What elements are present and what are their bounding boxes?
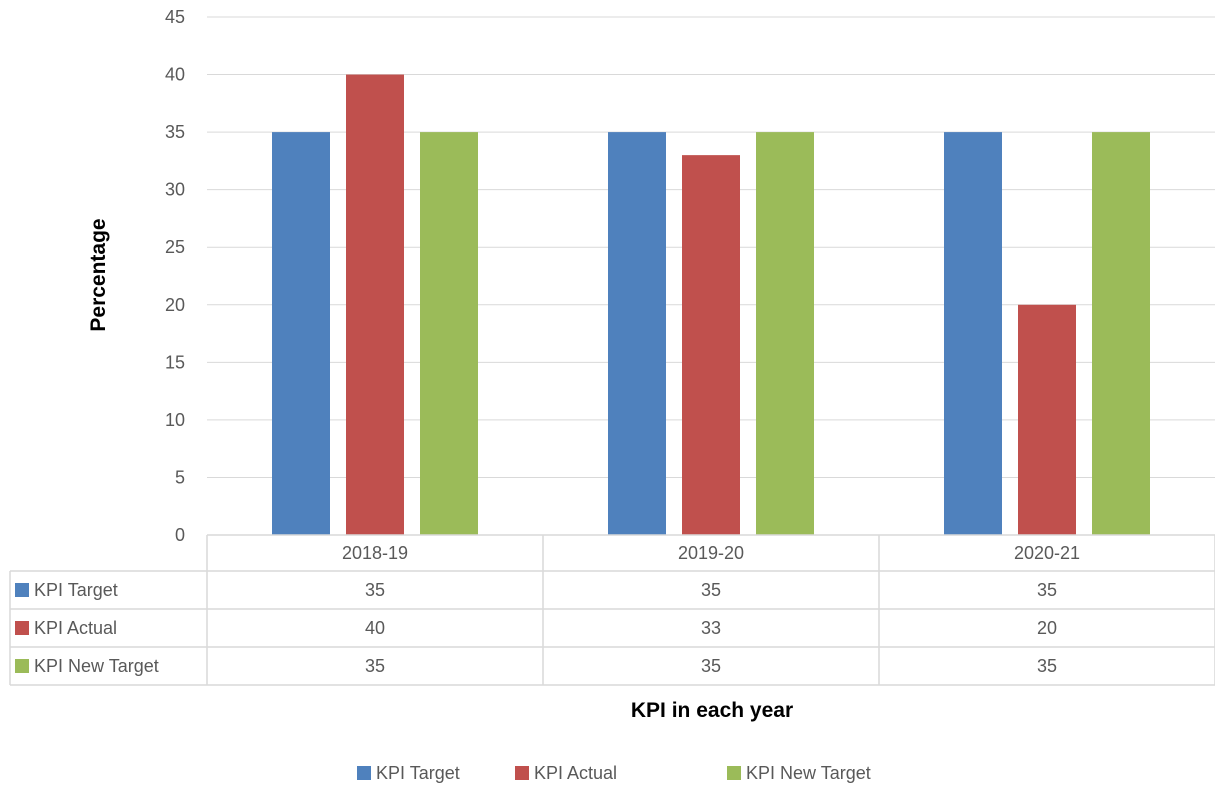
y-tick-label: 0 bbox=[175, 525, 185, 545]
legend-key bbox=[727, 766, 741, 780]
y-tick-label: 45 bbox=[165, 7, 185, 27]
table-cell-value: 35 bbox=[365, 656, 385, 676]
bar bbox=[420, 132, 478, 535]
legend: KPI Target KPI Actual KPI New Target bbox=[357, 763, 871, 783]
table-cell-value: 35 bbox=[365, 580, 385, 600]
legend-key bbox=[515, 766, 529, 780]
bar bbox=[1018, 304, 1076, 535]
series-key bbox=[15, 621, 29, 635]
bar bbox=[346, 74, 404, 536]
table-cell-value: 35 bbox=[701, 580, 721, 600]
y-tick-label: 20 bbox=[165, 295, 185, 315]
bar bbox=[272, 132, 330, 535]
series-row-label: KPI New Target bbox=[34, 656, 159, 676]
bar bbox=[756, 132, 814, 535]
series-key bbox=[15, 659, 29, 673]
series-row-label: KPI Actual bbox=[34, 618, 117, 638]
series-key bbox=[15, 583, 29, 597]
legend-label: KPI Target bbox=[376, 763, 460, 783]
category-label: 2019-20 bbox=[678, 543, 744, 563]
y-axis-ticks: 0 5 10 15 20 25 30 35 40 45 bbox=[165, 7, 185, 545]
y-tick-label: 5 bbox=[175, 467, 185, 487]
data-table: 2018-19 2019-20 2020-21 KPI Target 35 35 35 KPI… bbox=[9, 534, 1215, 686]
table-cell-value: 20 bbox=[1037, 618, 1057, 638]
y-tick-label: 25 bbox=[165, 237, 185, 257]
table-cell-value: 40 bbox=[365, 618, 385, 638]
table-cell-value: 35 bbox=[1037, 580, 1057, 600]
bars bbox=[272, 74, 1150, 536]
bar bbox=[682, 155, 740, 535]
table-cell-value: 35 bbox=[701, 656, 721, 676]
bar bbox=[1092, 132, 1150, 535]
series-row-label: KPI Target bbox=[34, 580, 118, 600]
legend-key bbox=[357, 766, 371, 780]
bar bbox=[608, 132, 666, 535]
category-label: 2018-19 bbox=[342, 543, 408, 563]
table-cell-value: 33 bbox=[701, 618, 721, 638]
bar bbox=[944, 132, 1002, 535]
legend-label: KPI Actual bbox=[534, 763, 617, 783]
y-tick-label: 30 bbox=[165, 180, 185, 200]
legend-label: KPI New Target bbox=[746, 763, 871, 783]
category-label: 2020-21 bbox=[1014, 543, 1080, 563]
y-tick-label: 35 bbox=[165, 122, 185, 142]
y-tick-label: 40 bbox=[165, 65, 185, 85]
y-tick-label: 10 bbox=[165, 410, 185, 430]
y-tick-label: 15 bbox=[165, 352, 185, 372]
y-axis-title: Percentage bbox=[87, 218, 110, 331]
x-axis-title: KPI in each year bbox=[631, 699, 793, 722]
table-cell-value: 35 bbox=[1037, 656, 1057, 676]
